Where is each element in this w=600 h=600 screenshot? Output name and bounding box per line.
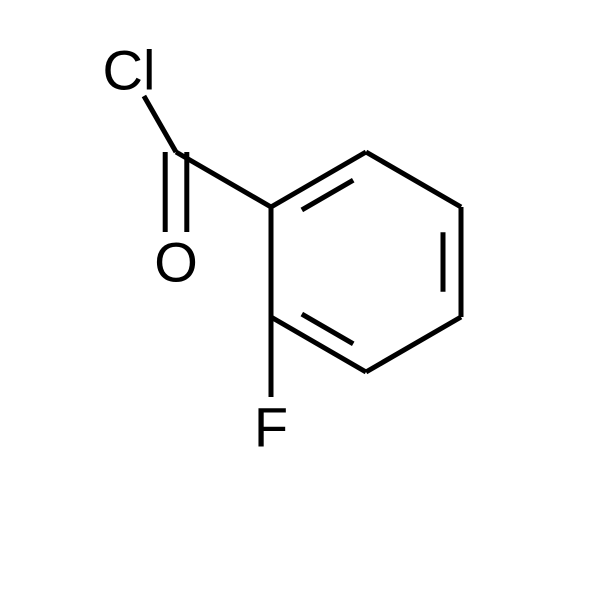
atom-label-cl: Cl bbox=[103, 39, 156, 102]
bond bbox=[366, 152, 461, 207]
molecule-diagram: O Cl F bbox=[0, 0, 600, 600]
bond bbox=[144, 96, 176, 152]
bond bbox=[176, 152, 271, 207]
bond bbox=[366, 317, 461, 372]
atom-label-o: O bbox=[154, 231, 198, 294]
atom-label-f: F bbox=[254, 396, 288, 459]
